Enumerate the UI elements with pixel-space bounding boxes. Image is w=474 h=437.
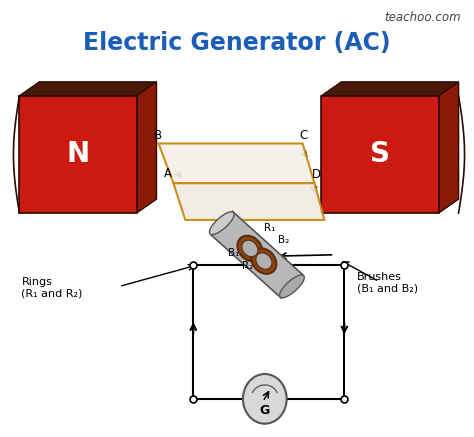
Text: B₁: B₁ [228, 248, 239, 258]
Ellipse shape [210, 212, 234, 235]
Text: N: N [66, 140, 90, 168]
Polygon shape [137, 82, 156, 213]
Ellipse shape [237, 236, 262, 261]
Polygon shape [321, 82, 458, 96]
Ellipse shape [256, 253, 272, 269]
Polygon shape [439, 82, 458, 213]
Polygon shape [19, 96, 137, 213]
Ellipse shape [251, 248, 276, 274]
Text: Rings
(R₁ and R₂): Rings (R₁ and R₂) [21, 277, 83, 298]
Text: R₂: R₂ [242, 261, 253, 271]
Text: S: S [370, 140, 390, 168]
Polygon shape [158, 143, 315, 183]
Text: Brushes
(B₁ and B₂): Brushes (B₁ and B₂) [357, 272, 419, 293]
Polygon shape [211, 212, 302, 298]
Text: teachoo.com: teachoo.com [384, 11, 461, 24]
Ellipse shape [243, 374, 287, 424]
Text: B: B [154, 128, 162, 142]
Text: R₁: R₁ [264, 222, 275, 232]
Text: G: G [260, 404, 270, 417]
Ellipse shape [242, 240, 258, 257]
Polygon shape [173, 183, 324, 220]
Text: Electric Generator (AC): Electric Generator (AC) [83, 31, 391, 55]
Text: D: D [311, 168, 320, 181]
Text: C: C [300, 128, 308, 142]
Polygon shape [19, 82, 156, 96]
Text: B₂: B₂ [278, 235, 289, 245]
Text: A: A [164, 167, 172, 180]
Polygon shape [321, 96, 439, 213]
Ellipse shape [280, 275, 304, 298]
